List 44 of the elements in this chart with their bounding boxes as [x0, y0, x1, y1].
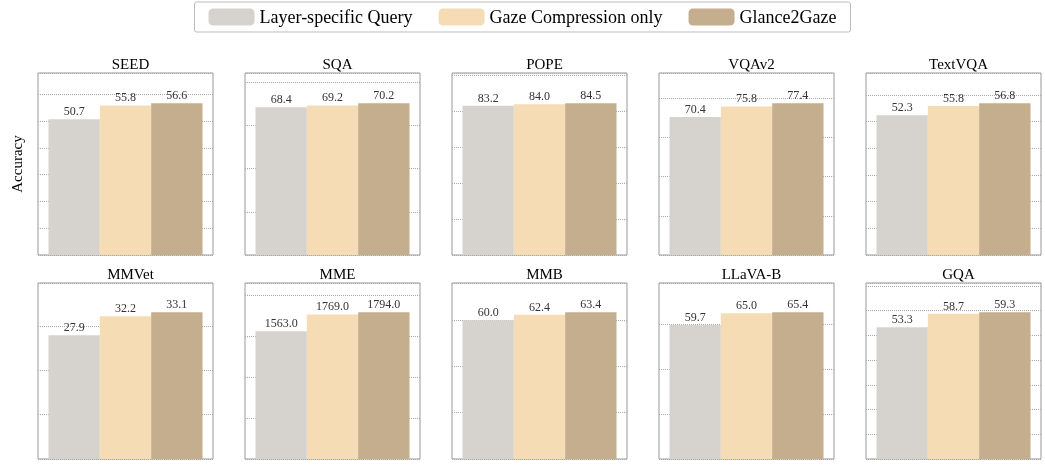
- data-label: 27.9: [63, 320, 85, 335]
- data-label: 56.6: [166, 88, 188, 103]
- data-label: 55.8: [115, 90, 136, 105]
- data-label: 65.0: [736, 298, 757, 313]
- chart-title: VQAv2: [728, 55, 775, 72]
- data-label: 58.7: [943, 298, 964, 313]
- data-label: 55.8: [943, 91, 964, 105]
- data-label: 1769.0: [316, 299, 349, 314]
- data-label: 75.8: [736, 91, 757, 106]
- chart-title: SEED: [111, 55, 150, 72]
- chart-title: POPE: [526, 55, 563, 72]
- data-label: 63.4: [580, 297, 602, 312]
- data-label: 62.4: [529, 299, 550, 314]
- chart-title: MME: [319, 265, 356, 282]
- data-label: 52.3: [891, 100, 913, 115]
- chart-title: GQA: [942, 265, 975, 282]
- legend-label: Gaze Compression only: [489, 7, 663, 27]
- legend-label: Glance2Gaze: [739, 7, 837, 27]
- y-axis-title: Accuracy: [8, 134, 25, 193]
- data-label: 53.3: [891, 312, 913, 327]
- data-label: 33.1: [166, 297, 188, 312]
- data-label: 70.4: [684, 102, 706, 117]
- data-label: 59.3: [994, 297, 1016, 312]
- data-label: 59.7: [684, 310, 706, 325]
- chart-title: LLaVA-B: [721, 265, 782, 282]
- chart-title: MMVet: [107, 265, 155, 282]
- data-label: 84.0: [529, 89, 550, 104]
- legend-label: Layer-specific Query: [259, 7, 413, 27]
- chart-title: MMB: [526, 265, 563, 282]
- data-label: 69.2: [322, 90, 343, 105]
- data-label: 84.5: [580, 88, 602, 103]
- data-label: 70.2: [373, 88, 395, 103]
- data-label: 1563.0: [264, 316, 298, 331]
- data-label: 1794.0: [367, 297, 401, 312]
- chart-title: TextVQA: [929, 55, 989, 72]
- data-label: 65.4: [787, 297, 809, 312]
- data-label: 32.2: [115, 301, 136, 316]
- data-label: 56.8: [994, 88, 1016, 103]
- data-label: 83.2: [477, 90, 499, 105]
- data-label: 68.4: [270, 92, 292, 107]
- chart-title: SQA: [322, 55, 353, 72]
- data-label: 60.0: [477, 305, 499, 320]
- data-label: 77.4: [787, 88, 809, 103]
- data-label: 50.7: [63, 104, 85, 119]
